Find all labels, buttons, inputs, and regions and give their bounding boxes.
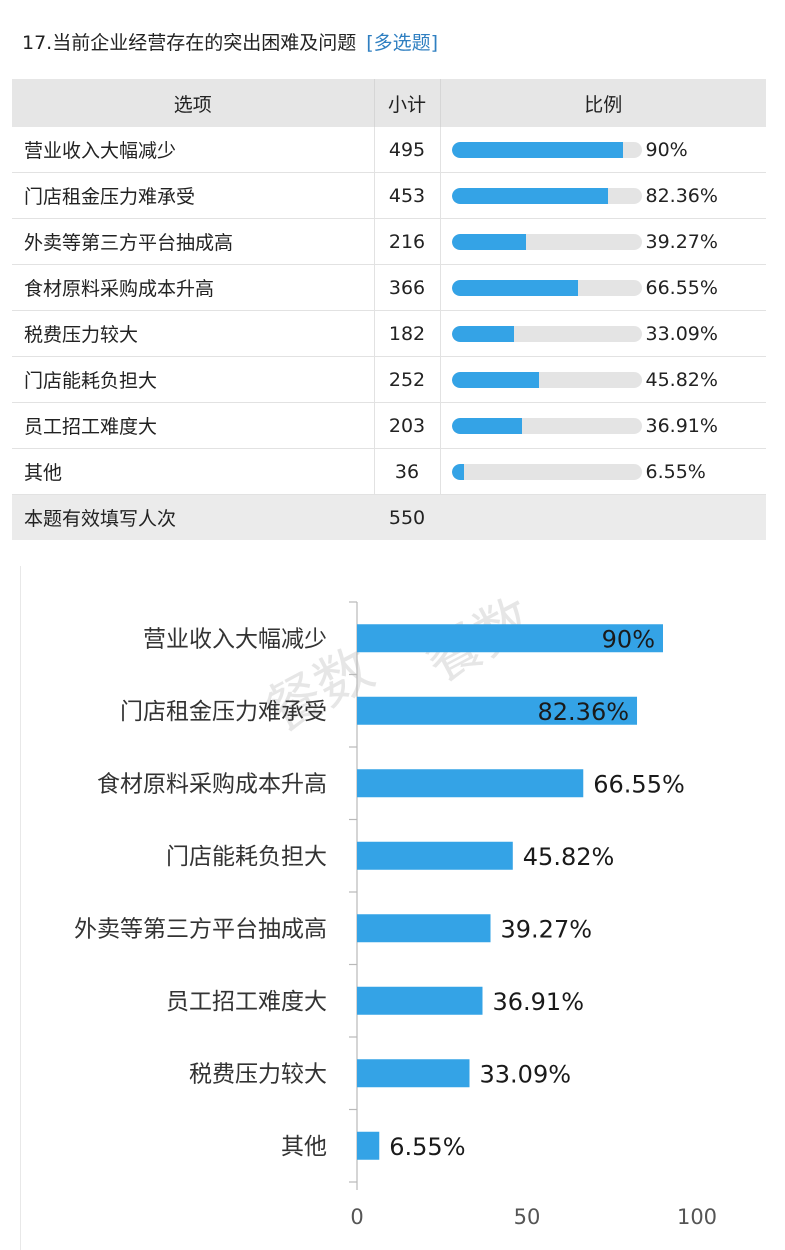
- option-count: 203: [374, 402, 441, 449]
- table-row: 税费压力较大 182 33.09%: [12, 310, 766, 357]
- ratio-fill: [451, 417, 522, 434]
- option-count: 36: [374, 448, 441, 495]
- ratio-fill: [451, 325, 515, 342]
- option-ratio: 45.82%: [440, 356, 766, 403]
- data-label: 82.36%: [538, 698, 630, 726]
- question-text: 17.当前企业经营存在的突出困难及问题: [22, 32, 357, 54]
- ratio-label: 33.09%: [645, 322, 718, 345]
- data-label: 33.09%: [480, 1060, 572, 1088]
- option-count: 495: [374, 127, 441, 173]
- option-label: 税费压力较大: [12, 310, 375, 357]
- bar: [357, 696, 638, 725]
- ratio-label: 45.82%: [645, 368, 718, 391]
- data-label: 66.55%: [593, 770, 685, 798]
- x-tick-label: 50: [514, 1205, 541, 1229]
- data-label: 6.55%: [389, 1133, 465, 1161]
- option-count: 453: [374, 172, 441, 219]
- category-label: 员工招工难度大: [166, 989, 327, 1015]
- ratio-fill: [451, 233, 527, 250]
- category-label: 外卖等第三方平台抽成高: [74, 916, 327, 942]
- x-tick-label: 100: [677, 1205, 717, 1229]
- question-title: 17.当前企业经营存在的突出困难及问题 [多选题]: [22, 28, 438, 55]
- option-label: 员工招工难度大: [12, 402, 375, 449]
- table-row: 门店租金压力难承受 453 82.36%: [12, 172, 766, 219]
- category-label: 门店租金压力难承受: [120, 699, 327, 725]
- ratio-track: [451, 417, 642, 434]
- ratio-label: 82.36%: [645, 184, 718, 207]
- option-count: 182: [374, 310, 441, 357]
- header-option: 选项: [12, 79, 375, 127]
- bar-chart: 餐数 餐数 营业收入大幅减少90%门店租金压力难承受82.36%食材原料采购成本…: [20, 566, 767, 1250]
- table-row: 营业收入大幅减少 495 90%: [12, 127, 766, 173]
- data-label: 36.91%: [492, 988, 584, 1016]
- ratio-track: [451, 325, 642, 342]
- total-empty: [440, 494, 766, 540]
- ratio-fill: [451, 371, 539, 388]
- ratio-track: [451, 371, 642, 388]
- category-label: 门店能耗负担大: [166, 844, 327, 870]
- option-ratio: 90%: [440, 127, 766, 173]
- ratio-label: 6.55%: [645, 460, 706, 483]
- option-label: 门店能耗负担大: [12, 356, 375, 403]
- category-label: 营业收入大幅减少: [143, 626, 327, 652]
- option-count: 216: [374, 218, 441, 265]
- bar: [357, 769, 584, 798]
- option-ratio: 66.55%: [440, 264, 766, 311]
- table-row: 其他 36 6.55%: [12, 448, 766, 495]
- ratio-track: [451, 233, 642, 250]
- option-label: 其他: [12, 448, 375, 495]
- question-type-tag: [多选题]: [366, 32, 439, 54]
- table-row: 门店能耗负担大 252 45.82%: [12, 356, 766, 403]
- option-ratio: 82.36%: [440, 172, 766, 219]
- total-row: 本题有效填写人次 550: [12, 494, 766, 540]
- ratio-track: [451, 187, 642, 204]
- bar: [357, 841, 513, 870]
- category-label: 食材原料采购成本升高: [97, 771, 327, 797]
- total-label: 本题有效填写人次: [12, 494, 374, 540]
- option-ratio: 36.91%: [440, 402, 766, 449]
- data-label: 45.82%: [523, 843, 615, 871]
- option-ratio: 33.09%: [440, 310, 766, 357]
- ratio-label: 36.91%: [645, 414, 718, 437]
- bar: [357, 624, 663, 653]
- result-table: 选项 小计 比例 营业收入大幅减少 495 90% 门店租金压力难承受 453 82.36…: [12, 79, 766, 540]
- table-row: 员工招工难度大 203 36.91%: [12, 402, 766, 449]
- ratio-fill: [451, 463, 464, 480]
- ratio-fill: [451, 141, 623, 158]
- bar: [357, 1059, 470, 1088]
- table-header-row: 选项 小计 比例: [12, 79, 766, 127]
- data-label: 90%: [602, 625, 655, 653]
- x-tick-label: 0: [350, 1205, 363, 1229]
- header-ratio: 比例: [440, 79, 766, 127]
- ratio-fill: [451, 279, 578, 296]
- total-value: 550: [374, 494, 440, 540]
- bar: [357, 986, 483, 1015]
- ratio-fill: [451, 187, 608, 204]
- category-label: 其他: [281, 1134, 327, 1160]
- ratio-track: [451, 279, 642, 296]
- chart-svg: 营业收入大幅减少 90% 门店租金压力难承受 82.36% 食材原料采购成本升高 66.5…: [74, 601, 717, 1229]
- option-count: 366: [374, 264, 441, 311]
- ratio-label: 66.55%: [645, 276, 718, 299]
- header-count: 小计: [374, 79, 441, 127]
- ratio-label: 39.27%: [645, 230, 718, 253]
- bar: [357, 1131, 380, 1160]
- option-count: 252: [374, 356, 441, 403]
- option-ratio: 6.55%: [440, 448, 766, 495]
- bar: [357, 914, 491, 943]
- option-label: 外卖等第三方平台抽成高: [12, 218, 375, 265]
- ratio-track: [451, 463, 642, 480]
- data-label: 39.27%: [501, 915, 593, 943]
- table-body: 营业收入大幅减少 495 90% 门店租金压力难承受 453 82.36% 外卖等第三方平台…: [12, 127, 766, 540]
- option-label: 门店租金压力难承受: [12, 172, 375, 219]
- table-row: 外卖等第三方平台抽成高 216 39.27%: [12, 218, 766, 265]
- ratio-track: [451, 141, 642, 158]
- category-label: 税费压力较大: [189, 1061, 327, 1087]
- option-label: 营业收入大幅减少: [12, 127, 375, 173]
- ratio-label: 90%: [645, 138, 688, 161]
- option-ratio: 39.27%: [440, 218, 766, 265]
- option-label: 食材原料采购成本升高: [12, 264, 375, 311]
- table-row: 食材原料采购成本升高 366 66.55%: [12, 264, 766, 311]
